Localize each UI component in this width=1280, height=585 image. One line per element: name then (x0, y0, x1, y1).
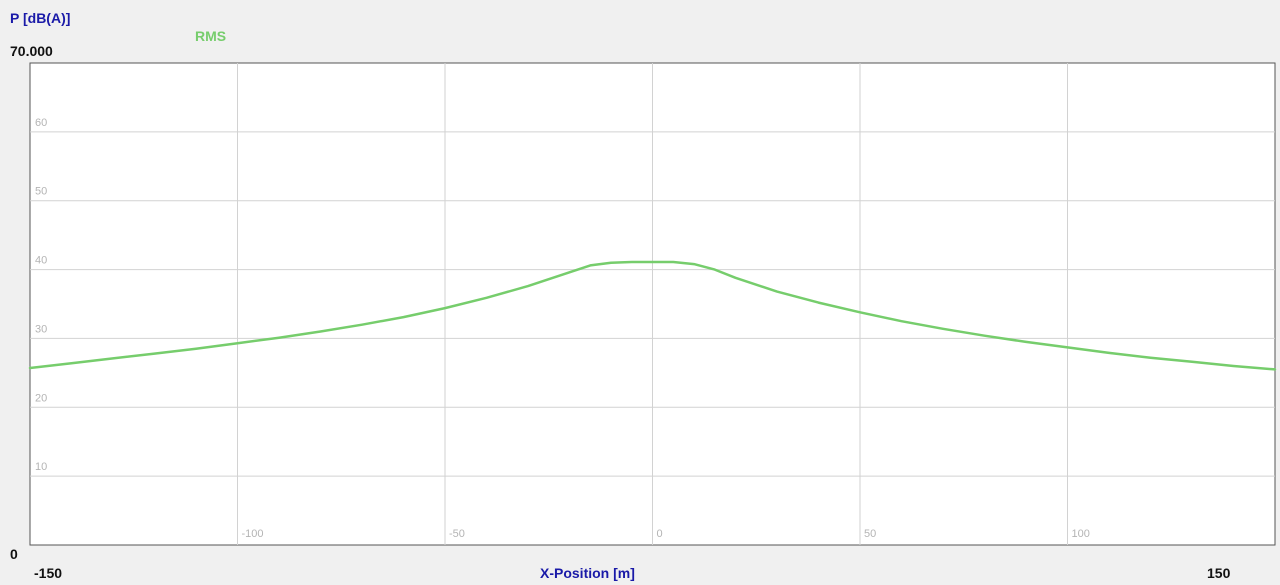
y-tick-label: 50 (35, 186, 47, 198)
tick-labels: -100 -50 0 50 100 10 20 30 40 50 60 (35, 117, 1090, 540)
x-tick-label: -50 (449, 528, 465, 540)
y-tick-label: 10 (35, 461, 47, 473)
legend-entry-rms: RMS (195, 28, 227, 44)
x-tick-label: 0 (657, 528, 663, 540)
series-layer (28, 260, 1277, 371)
x-tick-label: 50 (864, 528, 876, 540)
y-tick-label: 40 (35, 255, 47, 267)
y-axis-min-label: 0 (10, 546, 18, 562)
x-axis-max-label: 150 (1207, 565, 1231, 581)
grid (30, 63, 1275, 545)
x-tick-label: 100 (1072, 528, 1090, 540)
y-tick-label: 30 (35, 323, 47, 335)
x-axis-min-label: -150 (34, 565, 63, 581)
x-axis-title: X-Position [m] (540, 565, 635, 581)
x-tick-label: -100 (242, 528, 264, 540)
y-tick-label: 60 (35, 117, 47, 129)
y-axis-title: P [dB(A)] (10, 10, 71, 26)
series-line-rms (28, 260, 1277, 371)
y-tick-label: 20 (35, 392, 47, 404)
y-axis-max-label: 70.000 (10, 43, 53, 59)
